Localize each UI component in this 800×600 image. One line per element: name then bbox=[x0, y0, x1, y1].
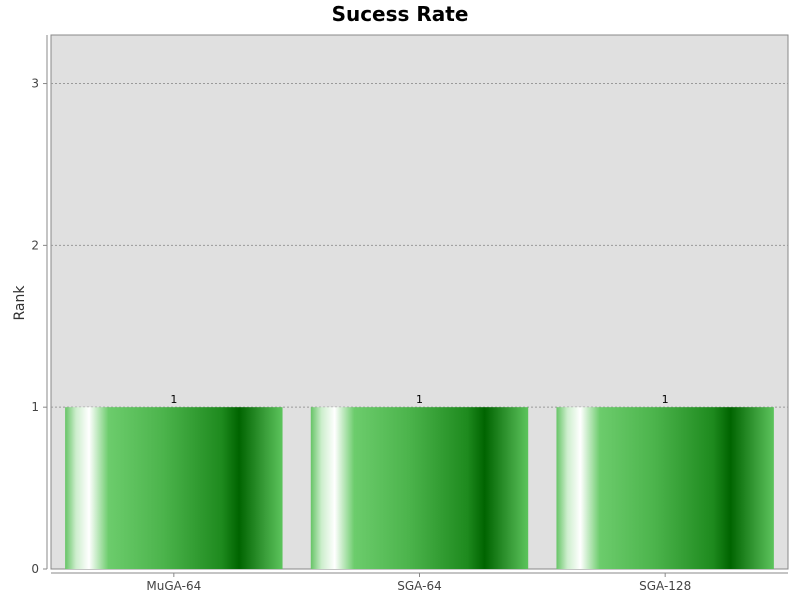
bars bbox=[65, 407, 774, 569]
bar bbox=[556, 407, 774, 569]
bar bbox=[65, 407, 283, 569]
x-axis-ticks: MuGA-64 SGA-64 SGA-128 bbox=[146, 573, 691, 593]
x-tick-label: SGA-128 bbox=[639, 579, 691, 593]
y-axis-ticks: 0 1 2 3 bbox=[31, 77, 47, 576]
y-tick-label: 2 bbox=[31, 238, 39, 252]
y-tick-label: 0 bbox=[31, 562, 39, 576]
data-labels: 1 1 1 bbox=[170, 393, 668, 406]
bar-value-label: 1 bbox=[170, 393, 177, 406]
bar bbox=[310, 407, 529, 569]
x-tick-label: MuGA-64 bbox=[146, 579, 201, 593]
chart-title: Sucess Rate bbox=[332, 2, 469, 26]
y-tick-label: 3 bbox=[31, 77, 39, 91]
y-axis-label: Rank bbox=[12, 285, 28, 321]
bar-value-label: 1 bbox=[416, 393, 423, 406]
bar-value-label: 1 bbox=[662, 393, 669, 406]
x-tick-label: SGA-64 bbox=[397, 579, 441, 593]
y-tick-label: 1 bbox=[31, 400, 39, 414]
